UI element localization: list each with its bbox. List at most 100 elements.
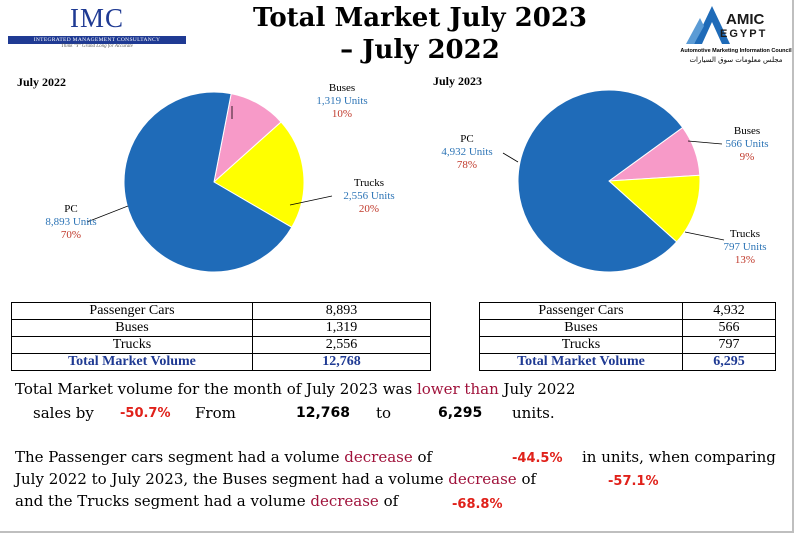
table-cell: 797 <box>682 336 776 354</box>
annotation-pc-2023: PC 4,932 Units 78% <box>428 133 506 172</box>
table-row: Trucks 797 <box>479 336 776 354</box>
table-cell: Total Market Volume <box>11 353 253 371</box>
table-july-2023: Passenger Cars 4,932 Buses 566 Trucks 797 T… <box>479 302 776 371</box>
annotation-buses-2022: Buses 1,319 Units 10% <box>296 82 388 121</box>
leader-line-pc-2022 <box>86 205 129 223</box>
imc-logo-bar: INTEGRATED MANAGEMENT CONSULTANCY <box>8 36 186 44</box>
annotation-percent: 20% <box>358 203 380 215</box>
amic-line-1: AMIC <box>726 11 765 28</box>
pie-right-label: July 2023 <box>433 74 483 88</box>
summary-line-1: Total Market volume for the month of Jul… <box>15 380 575 398</box>
page-title: Total Market July 2023 – July 2022 <box>210 2 630 66</box>
table-cell: 1,319 <box>252 319 431 337</box>
segments-text: The Passenger cars segment had a volume <box>15 448 345 466</box>
table-cell: 6,295 <box>682 353 776 371</box>
table-row: Buses 566 <box>479 319 776 337</box>
annotation-name: Buses <box>733 125 761 137</box>
segments-text: of <box>516 470 537 488</box>
annotation-name: Buses <box>328 82 356 94</box>
annotation-buses-2023: Buses 566 Units 9% <box>714 125 780 164</box>
segments-tail: in units, when comparing <box>582 448 776 466</box>
table-total-row: Total Market Volume 12,768 <box>11 353 431 371</box>
table-cell: 4,932 <box>682 302 776 320</box>
pie-right <box>517 89 701 273</box>
summary-value-2023: 6,295 <box>438 405 483 421</box>
leader-line-pc-2023 <box>502 152 519 163</box>
annotation-name: PC <box>460 133 474 145</box>
imc-logo: IMC INTEGRATED MANAGEMENT CONSULTANCY Th… <box>8 4 186 49</box>
segments-line-2: July 2022 to July 2023, the Buses segmen… <box>15 470 536 488</box>
segments-text: of <box>378 492 399 510</box>
table-cell: Buses <box>479 319 683 337</box>
summary-text: sales by <box>33 404 94 422</box>
segments-pc-percent: -44.5% <box>512 451 563 466</box>
table-cell: 2,556 <box>252 336 431 354</box>
table-row: Trucks 2,556 <box>11 336 431 354</box>
annotation-units: 566 Units <box>725 138 769 150</box>
segments-text: and the Trucks segment had a volume <box>15 492 311 510</box>
pie-left <box>123 91 305 273</box>
table-cell: Total Market Volume <box>479 353 683 371</box>
annotation-percent: 10% <box>331 108 353 120</box>
summary-units: units. <box>512 404 555 422</box>
pie-slice-pc <box>123 91 293 273</box>
annotation-percent: 13% <box>734 254 756 266</box>
amic-logo: AMIC EGYPT Automotive Marketing Informat… <box>680 4 792 68</box>
pie-charts <box>86 89 725 273</box>
summary-text: Total Market volume for the month of Jul… <box>15 380 417 398</box>
table-cell: 566 <box>682 319 776 337</box>
pie-slice-trucks <box>607 174 701 243</box>
title-line-1: Total Market July 2023 <box>252 3 588 33</box>
summary-highlight: lower than <box>416 380 499 398</box>
pie-left-label: July 2022 <box>17 75 67 89</box>
annotation-percent: 9% <box>739 151 755 163</box>
annotation-units: 8,893 Units <box>45 216 97 228</box>
segments-buses-percent: -57.1% <box>608 474 659 489</box>
summary-value-2022: 12,768 <box>296 405 351 421</box>
annotation-units: 1,319 Units <box>316 95 368 107</box>
summary-line-2: sales by <box>33 404 94 422</box>
segments-highlight: decrease <box>310 492 379 510</box>
annotation-units: 2,556 Units <box>343 190 395 202</box>
annotation-name: PC <box>64 203 78 215</box>
annotation-units: 797 Units <box>723 241 767 253</box>
table-row: Passenger Cars 4,932 <box>479 302 776 320</box>
table-cell: 12,768 <box>252 353 431 371</box>
title-line-2: – July 2022 <box>340 35 500 65</box>
annotation-trucks-2023: Trucks 797 Units 13% <box>712 228 778 267</box>
annotation-percent: 70% <box>60 229 82 241</box>
table-cell: Trucks <box>479 336 683 354</box>
summary-from: From <box>195 404 236 422</box>
table-cell: Passenger Cars <box>11 302 253 320</box>
segments-trucks-percent: -68.8% <box>452 497 503 512</box>
table-row: Passenger Cars 8,893 <box>11 302 431 320</box>
segments-highlight: decrease <box>448 470 517 488</box>
segments-line-3: and the Trucks segment had a volume decr… <box>15 492 398 510</box>
annotation-name: Trucks <box>729 228 761 240</box>
leader-line-trucks-2023 <box>684 231 725 241</box>
table-cell: Passenger Cars <box>479 302 683 320</box>
table-cell: 8,893 <box>252 302 431 320</box>
amic-logo-subtitle: Automotive Marketing Information Council <box>680 48 792 54</box>
segments-line-1: The Passenger cars segment had a volume … <box>15 448 432 466</box>
annotation-pc-2022: PC 8,893 Units 70% <box>30 203 112 242</box>
segments-highlight: decrease <box>344 448 413 466</box>
table-total-row: Total Market Volume 6,295 <box>479 353 776 371</box>
amic-line-2: EGYPT <box>720 28 768 40</box>
segments-text: of <box>412 448 433 466</box>
summary-text: July 2022 <box>498 380 576 398</box>
table-cell: Buses <box>11 319 253 337</box>
leader-line-buses-2023 <box>687 140 723 145</box>
imc-logo-tagline: Think "Y" Grand Long for Accurate <box>61 44 133 49</box>
table-row: Buses 1,319 <box>11 319 431 337</box>
table-july-2022: Passenger Cars 8,893 Buses 1,319 Trucks 2,5… <box>11 302 431 371</box>
pie-slice-pc <box>517 89 684 273</box>
segments-text: July 2022 to July 2023, the Buses segmen… <box>15 470 449 488</box>
annotation-units: 4,932 Units <box>441 146 493 158</box>
amic-emblem-icon <box>686 6 730 44</box>
annotation-percent: 78% <box>456 159 478 171</box>
summary-to: to <box>376 404 392 422</box>
leader-line-trucks-2022 <box>289 195 333 206</box>
amic-logo-text: AMIC EGYPT <box>696 11 768 41</box>
